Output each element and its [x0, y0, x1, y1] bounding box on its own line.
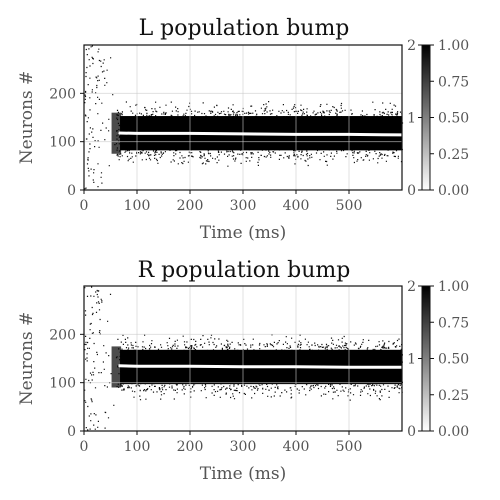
y-axis-label: Neurons # [17, 71, 37, 165]
bump-onset [111, 112, 122, 154]
y-axis-label: Neurons # [17, 312, 37, 406]
y-tick-label: 0 [67, 424, 76, 440]
colorbar-tick-label: 1.00 [438, 279, 469, 295]
x-tick-label: 400 [283, 439, 310, 455]
colorbar-overlay-tick-label: 0 [407, 183, 416, 199]
bump-center-line [118, 364, 402, 369]
colorbar-tick-label: 0.00 [438, 424, 469, 440]
x-tick-label: 100 [124, 198, 151, 214]
colorbar-tick-label: 1.00 [438, 38, 469, 54]
colorbar-overlay-tick-label: 2 [407, 279, 416, 295]
x-tick-label: 500 [336, 439, 363, 455]
x-tick-label: 300 [230, 439, 257, 455]
colorbar-tick-label: 0.50 [438, 111, 469, 127]
y-tick-label: 100 [49, 135, 76, 151]
colorbar-tick-label: 0.25 [438, 388, 469, 404]
colorbar-tick-label: 0.75 [438, 74, 469, 90]
colorbar-gradient [421, 44, 431, 191]
colorbar-gradient [421, 285, 431, 432]
x-tick-label: 0 [80, 198, 89, 214]
y-tick-label: 200 [49, 327, 76, 343]
colorbar-tick-label: 0.00 [438, 183, 469, 199]
x-tick-label: 200 [177, 439, 204, 455]
colorbar-tick-label: 0.25 [438, 147, 469, 163]
y-tick-label: 100 [49, 376, 76, 392]
colorbar: 0.00 0.25 0.50 0.75 1.00 0 1 2 [407, 38, 469, 199]
x-tick-label: 0 [80, 439, 89, 455]
colorbar-overlay-tick-label: 1 [407, 352, 416, 368]
colorbar-overlay-tick-label: 0 [407, 424, 416, 440]
chart-title: L population bump [139, 16, 350, 41]
x-tick-label: 300 [230, 198, 257, 214]
panel-R: 0 100 200 300 400 500 0 100 200 R population bump… [17, 258, 469, 484]
bump-onset [111, 346, 122, 388]
x-axis-label: Time (ms) [200, 223, 286, 243]
panel-L: 0 100 200 300 400 500 0 100 200 L population bump… [17, 16, 469, 243]
x-tick-label: 200 [177, 198, 204, 214]
x-tick-label: 500 [336, 198, 363, 214]
bump-center-line [118, 131, 403, 137]
colorbar-overlay-tick-label: 2 [407, 38, 416, 54]
y-tick-label: 200 [49, 86, 76, 102]
colorbar-tick-label: 0.50 [438, 352, 469, 368]
x-axis-label: Time (ms) [200, 464, 286, 484]
colorbar: 0.00 0.25 0.50 0.75 1.00 0 1 2 [407, 279, 469, 440]
colorbar-tick-label: 0.75 [438, 315, 469, 331]
colorbar-overlay-tick-label: 1 [407, 111, 416, 127]
x-tick-label: 100 [124, 439, 151, 455]
chart-title: R population bump [138, 258, 351, 283]
y-tick-label: 0 [67, 183, 76, 199]
x-tick-label: 400 [283, 198, 310, 214]
